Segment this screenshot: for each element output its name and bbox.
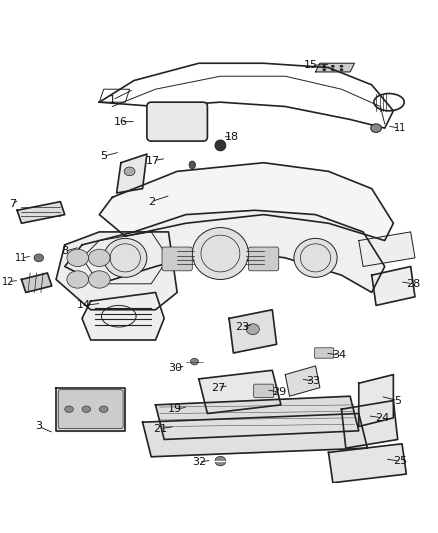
Ellipse shape bbox=[67, 249, 88, 266]
Text: 14: 14 bbox=[77, 301, 91, 310]
Text: 27: 27 bbox=[211, 383, 226, 393]
FancyBboxPatch shape bbox=[314, 348, 334, 358]
Polygon shape bbox=[65, 211, 385, 293]
Ellipse shape bbox=[246, 324, 259, 335]
Polygon shape bbox=[155, 396, 359, 440]
Text: 23: 23 bbox=[235, 322, 249, 332]
Text: 30: 30 bbox=[168, 363, 182, 373]
Text: 34: 34 bbox=[332, 350, 346, 360]
Ellipse shape bbox=[323, 69, 325, 70]
Ellipse shape bbox=[215, 456, 226, 466]
Polygon shape bbox=[328, 444, 406, 483]
Polygon shape bbox=[359, 375, 393, 426]
Ellipse shape bbox=[332, 66, 334, 67]
Ellipse shape bbox=[340, 66, 343, 67]
Ellipse shape bbox=[82, 406, 91, 413]
Polygon shape bbox=[359, 232, 415, 266]
Text: 16: 16 bbox=[114, 117, 128, 127]
Text: 33: 33 bbox=[306, 376, 320, 386]
Text: 28: 28 bbox=[406, 279, 420, 289]
Text: 32: 32 bbox=[192, 457, 206, 467]
Text: 3: 3 bbox=[35, 422, 42, 432]
Text: 17: 17 bbox=[146, 156, 160, 166]
Text: 5: 5 bbox=[394, 395, 401, 406]
Ellipse shape bbox=[340, 69, 343, 70]
Ellipse shape bbox=[34, 254, 43, 262]
Polygon shape bbox=[199, 370, 281, 414]
Ellipse shape bbox=[104, 238, 147, 277]
Polygon shape bbox=[117, 154, 147, 193]
Polygon shape bbox=[56, 387, 125, 431]
Text: 21: 21 bbox=[153, 424, 167, 434]
Ellipse shape bbox=[65, 406, 74, 413]
Polygon shape bbox=[56, 232, 177, 310]
Ellipse shape bbox=[192, 228, 248, 279]
Polygon shape bbox=[285, 366, 320, 396]
Polygon shape bbox=[342, 401, 398, 448]
Polygon shape bbox=[372, 266, 415, 305]
Polygon shape bbox=[17, 201, 65, 223]
Ellipse shape bbox=[124, 167, 135, 176]
Polygon shape bbox=[229, 310, 277, 353]
Ellipse shape bbox=[191, 358, 198, 365]
Ellipse shape bbox=[67, 271, 88, 288]
Polygon shape bbox=[99, 163, 393, 240]
FancyBboxPatch shape bbox=[248, 247, 279, 271]
Ellipse shape bbox=[371, 124, 381, 132]
Text: 11: 11 bbox=[394, 123, 406, 133]
Ellipse shape bbox=[215, 140, 226, 151]
Ellipse shape bbox=[332, 69, 334, 70]
Ellipse shape bbox=[294, 238, 337, 277]
Text: 1: 1 bbox=[109, 95, 116, 105]
Text: 29: 29 bbox=[272, 387, 286, 397]
Text: 25: 25 bbox=[393, 456, 407, 466]
Text: 15: 15 bbox=[304, 60, 318, 70]
Text: 11: 11 bbox=[15, 253, 28, 263]
FancyBboxPatch shape bbox=[254, 384, 274, 398]
Text: 8: 8 bbox=[61, 246, 68, 256]
Ellipse shape bbox=[99, 406, 108, 413]
Ellipse shape bbox=[323, 66, 325, 67]
Ellipse shape bbox=[88, 249, 110, 266]
Text: 19: 19 bbox=[168, 404, 182, 414]
Polygon shape bbox=[21, 273, 52, 293]
FancyBboxPatch shape bbox=[58, 390, 123, 429]
FancyBboxPatch shape bbox=[147, 102, 208, 141]
Polygon shape bbox=[82, 293, 164, 340]
Polygon shape bbox=[142, 414, 367, 457]
FancyBboxPatch shape bbox=[162, 247, 192, 271]
Ellipse shape bbox=[88, 271, 110, 288]
Text: 7: 7 bbox=[9, 199, 16, 209]
Text: 2: 2 bbox=[148, 197, 155, 207]
Text: 5: 5 bbox=[100, 151, 107, 161]
Text: 24: 24 bbox=[375, 413, 390, 423]
Text: 18: 18 bbox=[225, 132, 239, 142]
Ellipse shape bbox=[189, 161, 195, 169]
Polygon shape bbox=[315, 63, 354, 72]
Text: 12: 12 bbox=[2, 277, 15, 287]
